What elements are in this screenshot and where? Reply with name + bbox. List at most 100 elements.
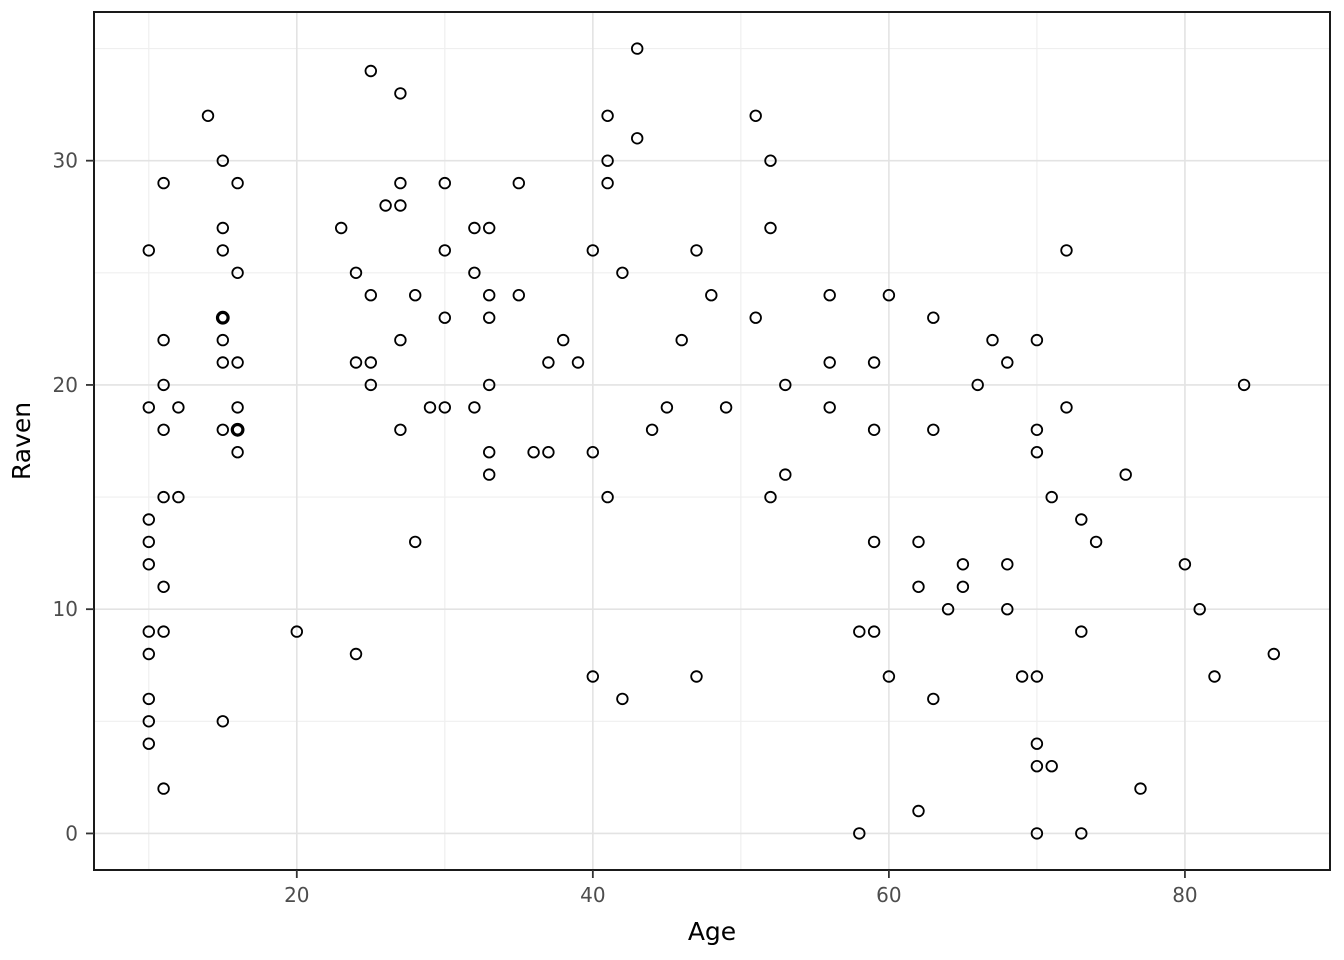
data-point — [438, 176, 452, 190]
data-point — [231, 176, 244, 190]
data-point — [764, 221, 777, 235]
data-point — [927, 311, 940, 324]
y-tick-label: 0 — [65, 821, 78, 845]
x-axis-title: Age — [688, 917, 736, 946]
data-point — [601, 109, 614, 123]
data-point — [867, 423, 881, 437]
data-point — [216, 221, 230, 235]
data-point — [1060, 244, 1073, 257]
data-point — [823, 289, 836, 302]
data-point — [912, 804, 925, 818]
data-point — [912, 535, 925, 549]
data-point — [779, 468, 792, 481]
data-point — [1001, 603, 1014, 616]
y-axis-title: Raven — [7, 402, 36, 480]
data-point — [1178, 558, 1192, 571]
data-point — [231, 266, 244, 280]
data-point — [364, 378, 378, 392]
data-point — [157, 176, 170, 190]
data-point — [423, 401, 437, 414]
data-point — [764, 154, 777, 167]
data-point — [631, 42, 644, 55]
data-point — [157, 378, 170, 392]
data-points — [142, 42, 1281, 840]
data-point — [142, 737, 156, 750]
axis-tick-labels: 20 40 60 80 0 10 20 30 — [53, 149, 1198, 907]
data-point — [1045, 760, 1058, 773]
data-point — [409, 289, 422, 302]
data-point — [290, 625, 304, 638]
x-tick-label: 20 — [284, 883, 309, 907]
data-point — [882, 670, 896, 683]
data-point — [1001, 558, 1014, 571]
data-point — [349, 647, 363, 661]
data-point — [1030, 737, 1044, 750]
data-point — [349, 356, 363, 369]
data-point — [142, 558, 156, 571]
data-point — [586, 446, 600, 459]
data-point — [483, 311, 496, 324]
y-tick-label: 30 — [53, 149, 78, 173]
data-point — [867, 625, 881, 638]
data-point — [216, 154, 230, 167]
data-point — [1030, 446, 1044, 459]
data-point — [823, 401, 836, 414]
data-point — [557, 333, 570, 347]
data-point — [157, 625, 170, 638]
data-point — [853, 827, 866, 840]
data-point — [468, 221, 481, 235]
data-point — [157, 423, 170, 437]
data-point — [483, 289, 496, 302]
data-point — [379, 199, 392, 212]
major-gridlines — [94, 12, 1330, 870]
data-point — [157, 782, 170, 795]
data-point — [512, 289, 526, 302]
y-tick-label: 20 — [53, 373, 78, 397]
data-point — [660, 401, 674, 414]
x-tick-label: 40 — [580, 883, 605, 907]
data-point — [882, 289, 896, 302]
data-point — [823, 356, 836, 369]
data-point — [512, 176, 526, 190]
data-point — [142, 625, 156, 638]
data-point — [601, 490, 614, 504]
data-point — [394, 87, 407, 100]
y-tick-label: 10 — [53, 597, 78, 621]
data-point — [394, 423, 407, 437]
data-point — [542, 446, 555, 459]
data-point — [912, 580, 925, 594]
data-point — [394, 199, 407, 212]
data-point — [142, 692, 156, 706]
data-point — [468, 266, 481, 280]
data-point — [631, 132, 644, 145]
data-point — [483, 378, 496, 392]
data-point — [231, 356, 244, 369]
data-point — [394, 333, 407, 347]
data-point — [586, 244, 600, 257]
data-point — [867, 356, 881, 369]
data-point — [1001, 356, 1014, 369]
data-point — [571, 356, 585, 369]
data-point — [364, 289, 378, 302]
data-point — [216, 244, 230, 257]
data-point — [157, 333, 170, 347]
data-point — [142, 401, 156, 414]
data-point — [349, 266, 363, 280]
data-point — [616, 266, 629, 280]
data-point — [675, 333, 688, 347]
data-point — [1237, 378, 1251, 392]
data-point — [142, 513, 156, 526]
data-point — [1030, 760, 1044, 773]
plot-panel — [94, 12, 1330, 870]
data-point — [719, 401, 733, 414]
data-point — [586, 670, 600, 683]
data-point — [438, 244, 452, 257]
axis-tick-marks — [86, 159, 1186, 878]
data-point — [394, 176, 407, 190]
data-point — [1030, 333, 1044, 347]
data-point — [142, 647, 156, 661]
data-point — [1267, 647, 1281, 661]
data-point — [483, 221, 496, 235]
panel-border — [93, 11, 1331, 871]
data-point — [231, 401, 244, 414]
